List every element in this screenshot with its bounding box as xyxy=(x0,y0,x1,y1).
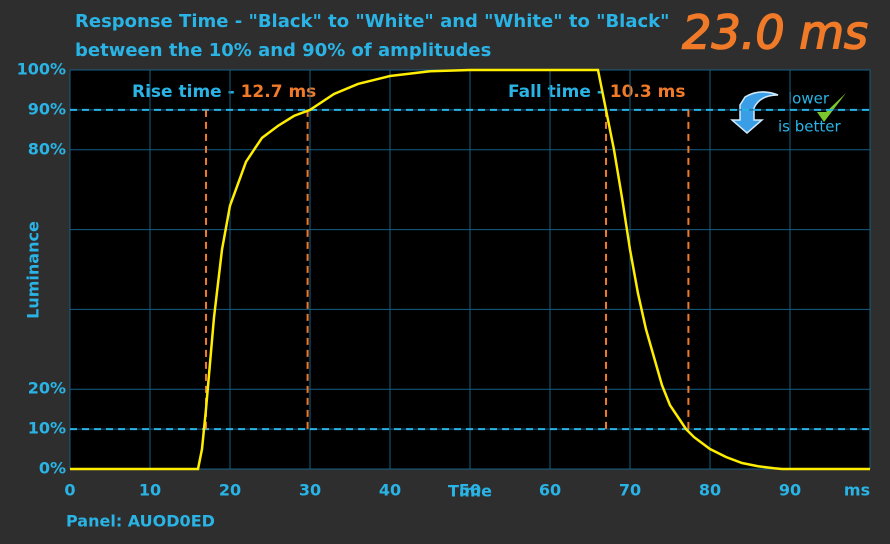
y-tick-label: 90% xyxy=(28,99,66,118)
chart-subtitle: between the 10% and 90% of amplitudes xyxy=(75,40,491,61)
y-axis-label: Luminance xyxy=(24,221,43,319)
data-line xyxy=(70,68,870,471)
x-tick-label: 40 xyxy=(379,481,401,500)
x-tick-label: 70 xyxy=(619,481,641,500)
y-tick-label: 0% xyxy=(39,459,66,478)
x-tick-label: 0 xyxy=(64,481,75,500)
headline: 23.0 ms xyxy=(682,6,868,60)
badge-icon xyxy=(729,91,846,134)
y-tick-label: 80% xyxy=(28,139,66,158)
x-tick-label: 50 xyxy=(459,481,481,500)
x-axis-label: Time xyxy=(448,482,492,501)
badge-text: lower xyxy=(788,90,830,108)
x-tick-label: 60 xyxy=(539,481,561,500)
x-tick-label: 20 xyxy=(219,481,241,500)
x-tick-label: 80 xyxy=(699,481,721,500)
x-tick-label: 10 xyxy=(139,481,161,500)
fall-value: 10.3 ms xyxy=(610,82,686,102)
fall-label: Fall time - xyxy=(508,82,610,102)
footer: Panel: AUOD0ED xyxy=(66,512,215,531)
badge-text: is better xyxy=(778,118,841,136)
x-tick-label: 30 xyxy=(299,481,321,500)
x-unit: ms xyxy=(844,481,870,500)
y-tick-label: 100% xyxy=(17,60,66,79)
fall-annotation: Fall time - 10.3 ms xyxy=(508,82,685,102)
rise-annotation: Rise time - 12.7 ms xyxy=(132,82,316,102)
rise-value: 12.7 ms xyxy=(241,82,317,102)
chart-title: Response Time - "Black" to "White" and "… xyxy=(75,11,670,32)
y-tick-label: 20% xyxy=(28,379,66,398)
rise-label: Rise time - xyxy=(132,82,241,102)
x-tick-label: 90 xyxy=(779,481,801,500)
y-tick-label: 10% xyxy=(28,419,66,438)
